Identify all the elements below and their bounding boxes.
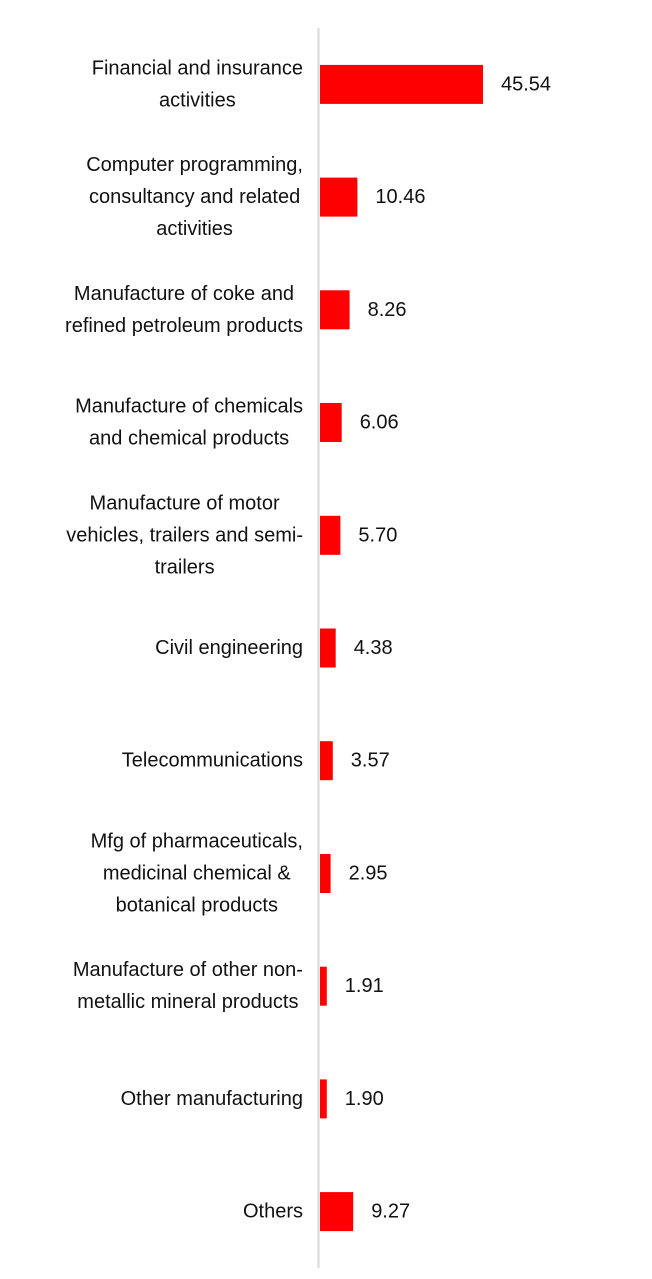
- bar: [320, 1192, 354, 1232]
- category-label-line: consultancy and related: [89, 186, 300, 208]
- category-label-line: and chemical products: [89, 428, 289, 450]
- bar: [320, 64, 483, 104]
- bar: [320, 403, 342, 442]
- category-label-line: activities: [159, 89, 236, 111]
- category-label-line: medicinal chemical &: [103, 863, 292, 885]
- value-labels-group: 45.54 10.46 8.26 6.06 5.70 4.38 3.57 2.95 1.91 1.…: [345, 73, 551, 1222]
- bar: [320, 966, 327, 1006]
- data-label: 6.06: [360, 412, 399, 434]
- data-label: 1.90: [345, 1088, 384, 1110]
- category-label-line: Telecommunications: [122, 750, 303, 772]
- category-label: Manufacture of other non-metallic minera…: [73, 959, 303, 1013]
- data-label: 10.46: [375, 186, 425, 208]
- category-label: Computer programming, consultancy and rel…: [86, 154, 303, 240]
- category-label: Other manufacturing: [121, 1088, 303, 1110]
- data-label: 2.95: [349, 863, 388, 885]
- bar: [320, 290, 350, 330]
- category-label: Mfg of pharmaceuticals, medicinal chemica…: [91, 831, 303, 917]
- data-label: 5.70: [358, 524, 397, 546]
- category-label-line: botanical products: [116, 895, 278, 917]
- bar: [320, 628, 336, 668]
- category-label-line: vehicles, trailers and semi-: [66, 524, 303, 546]
- data-label: 9.27: [371, 1201, 410, 1223]
- category-label-line: refined petroleum products: [65, 315, 303, 337]
- category-label: Manufacture of motor vehicles, trailers a…: [66, 492, 303, 578]
- category-label: Telecommunications: [122, 750, 303, 772]
- category-label-line: Other manufacturing: [121, 1088, 303, 1110]
- bar: [320, 515, 341, 555]
- category-label-line: activities: [156, 218, 233, 240]
- category-label-line: trailers: [155, 556, 215, 578]
- category-label-line: Computer programming,: [86, 154, 303, 176]
- category-label-line: Manufacture of motor: [90, 492, 280, 514]
- category-label: Manufacture of chemicals and chemical pro…: [75, 396, 303, 450]
- data-label: 8.26: [368, 299, 407, 321]
- data-label: 45.54: [501, 73, 551, 95]
- category-label: Civil engineering: [155, 637, 303, 659]
- data-label: 3.57: [351, 750, 390, 772]
- bar: [320, 177, 358, 217]
- category-label-line: Mfg of pharmaceuticals,: [91, 831, 303, 853]
- category-label-line: Manufacture of other non-: [73, 959, 303, 981]
- bar: [320, 741, 333, 781]
- category-label: Others: [243, 1201, 303, 1223]
- data-label: 1.91: [345, 975, 384, 997]
- data-label: 4.38: [354, 637, 393, 659]
- category-label: Manufacture of coke and refined petroleum…: [65, 283, 303, 337]
- category-label-line: Financial and insurance: [92, 57, 303, 79]
- category-labels-group: Financial and insurance activitiesCompute…: [65, 57, 303, 1222]
- category-label-line: Manufacture of coke and: [74, 283, 294, 305]
- category-label-line: metallic mineral products: [77, 991, 298, 1013]
- bars-group: [320, 64, 483, 1232]
- bar: [320, 854, 331, 893]
- category-label-line: Civil engineering: [155, 637, 303, 659]
- category-label-line: Others: [243, 1201, 303, 1223]
- category-label: Financial and insurance activities: [92, 57, 303, 111]
- category-label-line: Manufacture of chemicals: [75, 396, 303, 418]
- bar: [320, 1079, 327, 1119]
